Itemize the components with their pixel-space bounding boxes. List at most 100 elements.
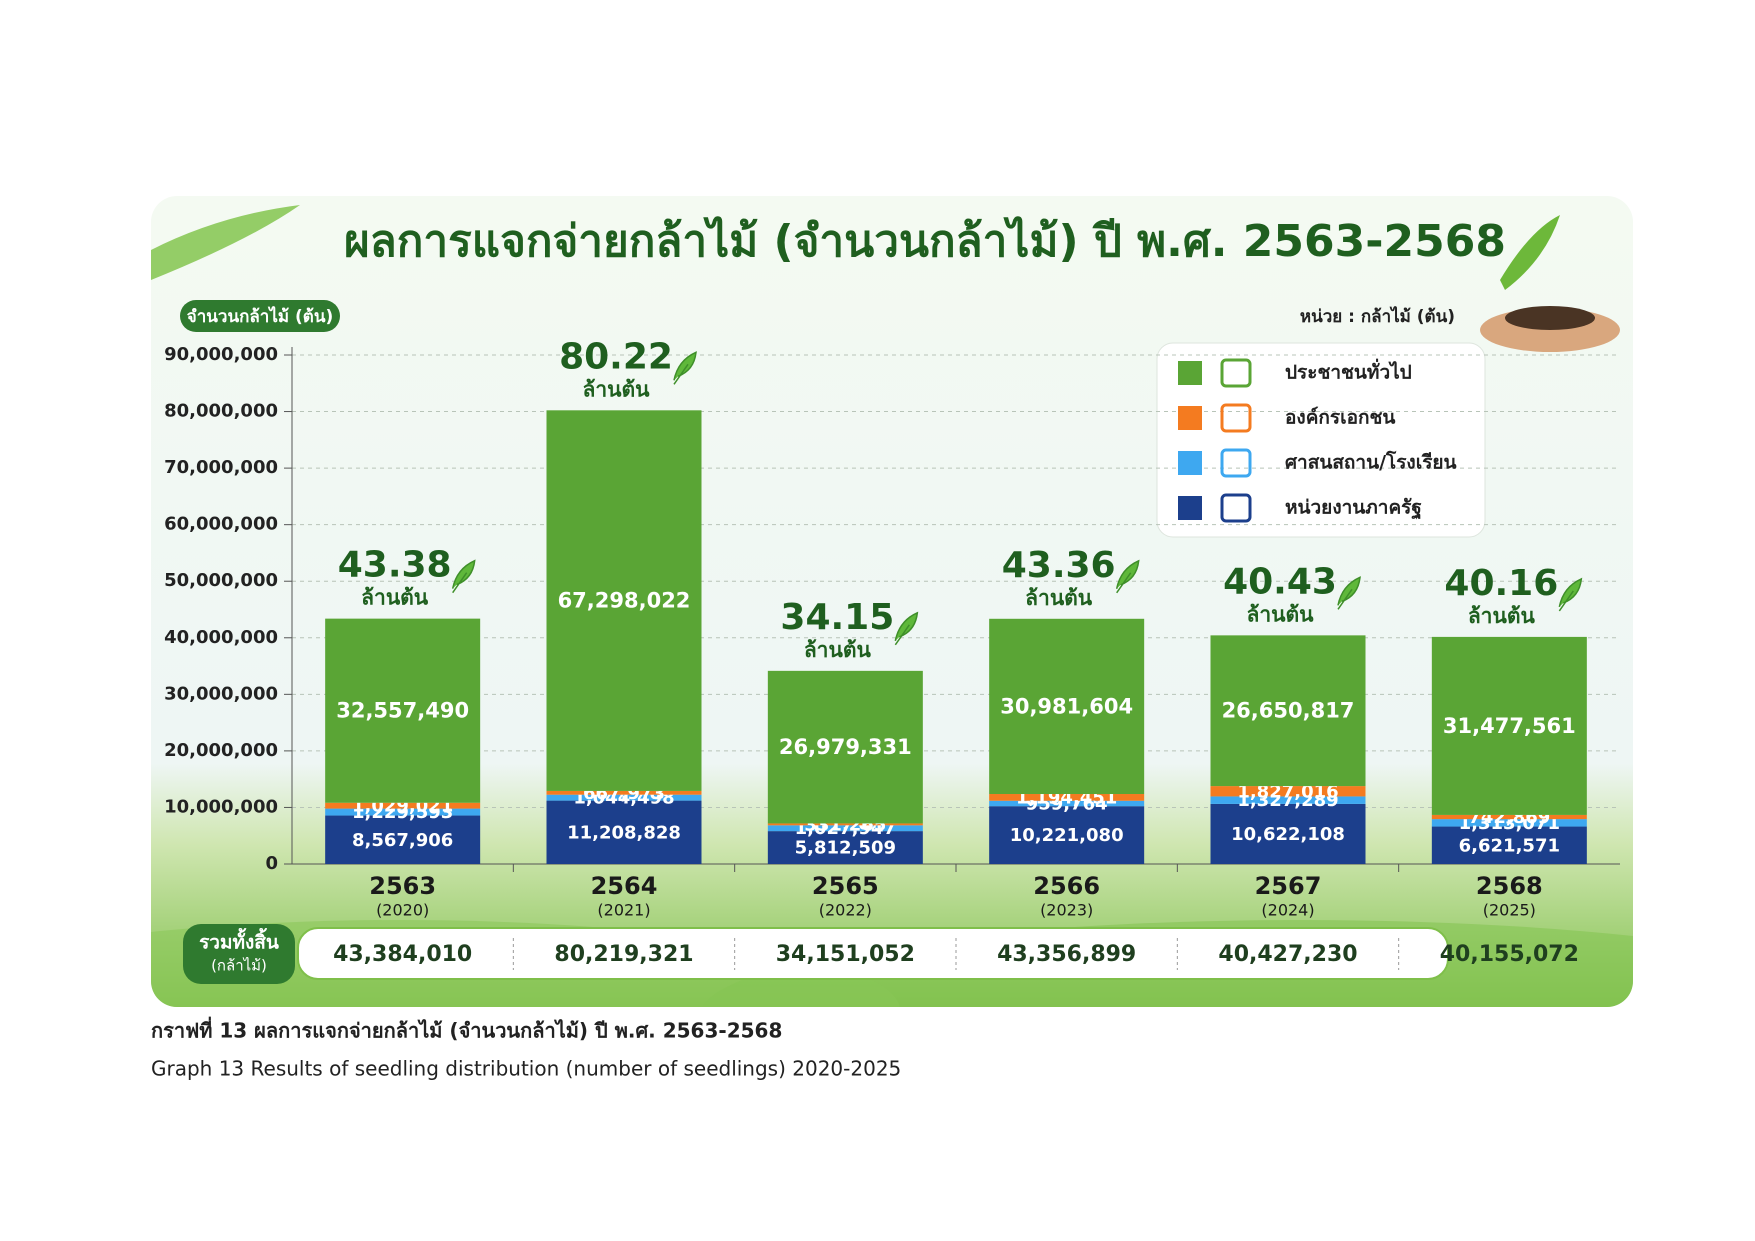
totals-pill <box>183 924 295 984</box>
soil-decoration <box>1505 306 1595 330</box>
y-axis-label: จำนวนกล้าไม้ (ต้น) <box>187 306 333 327</box>
leaf-icon <box>894 611 919 646</box>
leaf-decoration <box>151 205 300 280</box>
bar-segment <box>1431 636 1587 815</box>
segment-label: 10,221,080 <box>1010 825 1124 846</box>
legend-swatch <box>1178 451 1202 475</box>
segment-label: 1,827,016 <box>1237 781 1338 802</box>
segment-label: 10,622,108 <box>1231 824 1345 845</box>
legend-icon <box>1220 358 1252 388</box>
total-value: 43,384,010 <box>333 942 472 967</box>
total-unit: ล้านต้น <box>582 377 650 401</box>
total-millions: 40.43 <box>1223 561 1337 602</box>
x-tick-label: 2566 <box>1033 872 1100 900</box>
chart-title: ผลการแจกจ่ายกล้าไม้ (จำนวนกล้าไม้) ปี พ.… <box>344 215 1506 267</box>
bar-segment <box>1210 786 1366 797</box>
y-tick-label: 0 <box>265 853 278 874</box>
bar-segment <box>546 794 702 801</box>
x-tick-sublabel: (2024) <box>1261 901 1314 920</box>
bar-segment <box>989 618 1145 795</box>
bar-segment <box>989 794 1145 801</box>
x-tick-sublabel: (2020) <box>376 901 429 920</box>
total-millions: 34.15 <box>780 597 894 638</box>
bar-segment <box>546 410 702 791</box>
bar-segment <box>767 825 923 832</box>
total-value: 43,356,899 <box>997 942 1136 967</box>
legend-icon <box>1220 448 1252 478</box>
leaf-decoration <box>1500 215 1560 290</box>
x-tick-sublabel: (2021) <box>597 901 650 920</box>
total-millions: 40.16 <box>1444 563 1558 604</box>
leaf-icon <box>451 559 476 594</box>
legend-swatch <box>1178 361 1202 385</box>
segment-label: 5,812,509 <box>795 838 896 859</box>
segment-label: 6,621,571 <box>1459 835 1560 856</box>
total-unit: ล้านต้น <box>1468 604 1536 628</box>
segment-label: 26,650,817 <box>1222 699 1355 723</box>
segment-label: 30,981,604 <box>1000 694 1133 718</box>
legend-label: หน่วยงานภาครัฐ <box>1285 497 1422 521</box>
unit-note: หน่วย : กล้าไม้ (ต้น) <box>1300 306 1455 327</box>
x-tick-label: 2564 <box>591 872 658 900</box>
bar-segment <box>546 790 702 795</box>
total-unit: ล้านต้น <box>804 638 872 662</box>
bar-segment <box>1210 635 1366 787</box>
x-tick-sublabel: (2025) <box>1483 901 1536 920</box>
legend-label: ศาสนสถาน/โรงเรียน <box>1285 451 1457 474</box>
total-value: 34,151,052 <box>776 942 915 967</box>
x-tick-label: 2563 <box>369 872 436 900</box>
caption-english: Graph 13 Results of seedling distributio… <box>151 1057 901 1081</box>
bar-segment <box>1431 814 1587 820</box>
y-tick-label: 10,000,000 <box>164 796 278 817</box>
x-tick-label: 2565 <box>812 872 879 900</box>
x-tick-sublabel: (2022) <box>819 901 872 920</box>
total-value: 40,155,072 <box>1440 942 1579 967</box>
bar-segment <box>325 802 481 809</box>
bar-segment <box>767 823 923 826</box>
segment-label: 32,557,490 <box>336 699 469 723</box>
totals-title: รวมทั้งสิ้น <box>199 928 279 954</box>
segment-label: 67,298,022 <box>558 589 691 613</box>
x-tick-label: 2568 <box>1476 872 1543 900</box>
y-tick-label: 70,000,000 <box>164 457 278 478</box>
legend-box <box>1156 342 1486 538</box>
bar-segment <box>325 618 481 803</box>
y-tick-label: 90,000,000 <box>164 344 278 365</box>
total-unit: ล้านต้น <box>1246 602 1314 626</box>
bar-segment <box>989 800 1145 807</box>
leaf-icon <box>1115 559 1140 594</box>
bar-segment <box>1210 796 1366 804</box>
bar-segment <box>767 670 923 824</box>
y-tick-label: 50,000,000 <box>164 570 278 591</box>
bar-segment <box>546 800 702 864</box>
total-unit: ล้านต้น <box>361 586 429 610</box>
bar-segment <box>767 831 923 864</box>
totals-box <box>297 927 1449 980</box>
legend-label: องค์กรเอกชน <box>1285 407 1395 429</box>
leaf-icon <box>1558 577 1583 612</box>
legend-label: ประชาชนทั่วไป <box>1285 359 1412 384</box>
y-tick-label: 60,000,000 <box>164 514 278 535</box>
legend-swatch <box>1178 496 1202 520</box>
y-tick-label: 80,000,000 <box>164 401 278 422</box>
y-tick-label: 20,000,000 <box>164 740 278 761</box>
y-tick-label: 40,000,000 <box>164 627 278 648</box>
total-millions: 43.38 <box>338 545 452 586</box>
y-tick-label: 30,000,000 <box>164 683 278 704</box>
caption-thai: กราฟที่ 13 ผลการแจกจ่ายกล้าไม้ (จำนวนกล้… <box>151 1016 782 1043</box>
legend-icon <box>1220 493 1252 523</box>
legend-icon <box>1220 403 1252 433</box>
segment-label: 11,208,828 <box>567 822 681 843</box>
bar-segment <box>1431 826 1587 864</box>
segment-label: 31,477,561 <box>1443 714 1576 738</box>
segment-label: 26,979,331 <box>779 735 912 759</box>
card-background <box>151 196 1633 1007</box>
bar-segment <box>325 815 481 864</box>
x-tick-label: 2567 <box>1255 872 1322 900</box>
legend-swatch <box>1178 406 1202 430</box>
bar-segment <box>1431 819 1587 827</box>
x-tick-sublabel: (2023) <box>1040 901 1093 920</box>
leaf-icon <box>1337 576 1361 610</box>
